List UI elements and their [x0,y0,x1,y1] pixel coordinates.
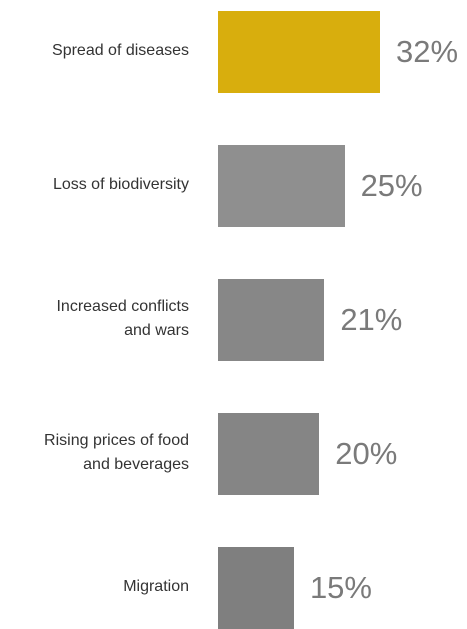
category-label-line: Increased conflicts [56,298,189,315]
category-label: Loss of biodiversity [53,173,189,197]
category-label: Migration [123,575,189,599]
value-label: 32% [396,34,459,69]
bar [218,547,294,629]
bar [218,279,325,361]
category-label-line: Rising prices of food [44,432,189,449]
category-label: Spread of diseases [52,39,189,63]
bar [218,11,380,93]
value-label: 15% [309,570,372,605]
category-label: Increased conflicts and wars [56,295,189,343]
category-label-line: Loss of biodiversity [52,176,189,193]
value-label: 21% [340,302,403,337]
category-label-line: Migration [123,578,189,595]
bar [218,413,320,495]
bar [218,145,345,227]
value-label: 25% [360,168,423,203]
category-label: Rising prices of food and beverages [44,429,189,477]
value-label: 20% [335,436,398,471]
category-label-line: Spread of diseases [52,42,189,59]
category-label-line: and wars [124,322,189,339]
category-label-line: and beverages [83,456,189,473]
